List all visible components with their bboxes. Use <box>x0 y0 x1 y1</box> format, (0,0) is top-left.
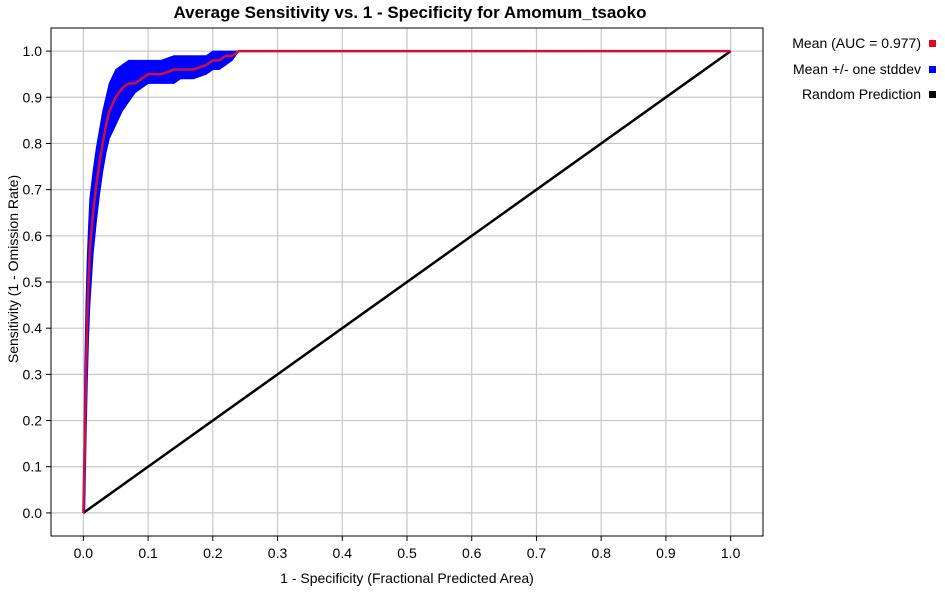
legend-swatch <box>929 91 936 98</box>
chart-title: Average Sensitivity vs. 1 - Specificity … <box>173 3 646 22</box>
y-axis-label: Sensitivity (1 - Omission Rate) <box>5 175 21 363</box>
y-tick-label: 0.9 <box>23 89 43 105</box>
y-tick-label: 0.8 <box>23 135 43 151</box>
x-tick-label: 0.3 <box>268 545 288 561</box>
legend-swatch <box>929 40 936 47</box>
y-tick-label: 0.6 <box>23 228 43 244</box>
x-tick-label: 0.1 <box>138 545 158 561</box>
x-tick-label: 0.0 <box>74 545 94 561</box>
x-tick-label: 0.9 <box>656 545 676 561</box>
x-tick-label: 0.5 <box>397 545 417 561</box>
y-tick-label: 0.7 <box>23 182 43 198</box>
x-axis-ticks: 0.0 0.1 0.2 0.3 0.4 0.5 0.6 0.7 0.8 0.9 1.0 <box>74 536 741 561</box>
y-tick-label: 0.0 <box>23 505 43 521</box>
legend-swatch <box>929 66 936 73</box>
y-tick-label: 0.4 <box>23 320 43 336</box>
x-axis-label: 1 - Specificity (Fractional Predicted Ar… <box>280 570 534 586</box>
x-tick-label: 0.4 <box>333 545 353 561</box>
x-tick-label: 0.2 <box>203 545 223 561</box>
random-prediction-line <box>82 50 732 514</box>
mean-line <box>82 49 731 513</box>
y-tick-label: 0.1 <box>23 459 43 475</box>
y-tick-label: 0.3 <box>23 366 43 382</box>
legend-label: Mean (AUC = 0.977) <box>792 35 921 51</box>
y-tick-label: 1.0 <box>23 43 43 59</box>
x-tick-label: 0.6 <box>462 545 482 561</box>
x-tick-label: 0.8 <box>591 545 611 561</box>
y-tick-label: 0.2 <box>23 413 43 429</box>
legend-label: Random Prediction <box>802 86 921 102</box>
legend: Mean (AUC = 0.977) Mean +/- one stddev Ran… <box>792 35 936 102</box>
y-tick-label: 0.5 <box>23 274 43 290</box>
x-tick-label: 0.7 <box>527 545 547 561</box>
y-axis-ticks: 0.0 0.1 0.2 0.3 0.4 0.5 0.6 0.7 0.8 0.9 1.0 <box>23 43 51 521</box>
x-tick-label: 1.0 <box>721 545 741 561</box>
legend-label: Mean +/- one stddev <box>793 61 921 77</box>
series-lines <box>82 49 732 514</box>
